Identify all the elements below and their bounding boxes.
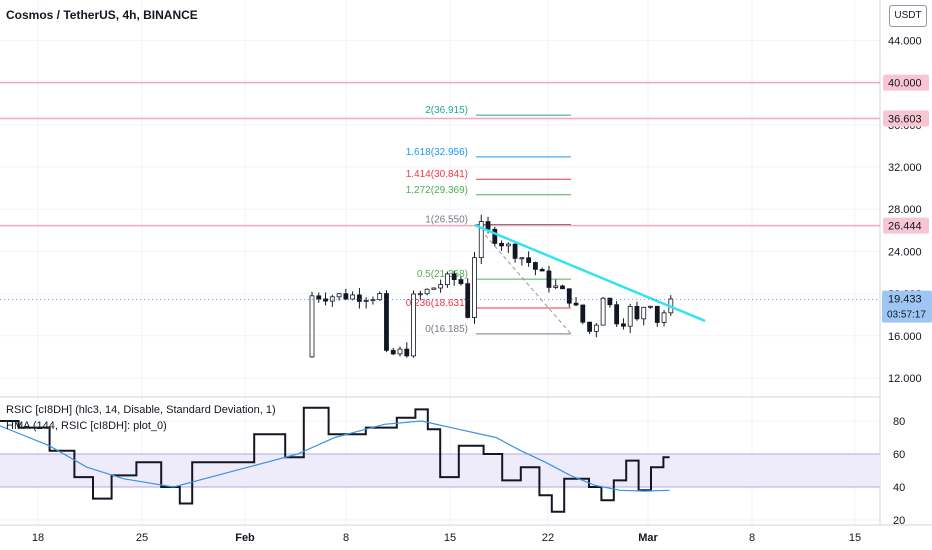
time-tick-label: 18 <box>32 532 44 544</box>
candle-body <box>505 243 511 247</box>
time-tick-label: 8 <box>343 532 349 544</box>
candle-body <box>533 262 538 270</box>
candle-body <box>465 283 471 318</box>
level-badge <box>883 74 929 91</box>
candle-body <box>587 321 592 332</box>
candle-body <box>546 270 552 288</box>
fib-level-label: 0.5(21.368) <box>417 269 468 280</box>
candle-body <box>377 293 383 301</box>
fib-level-label: 1.272(29.369) <box>406 185 468 196</box>
candle-body <box>411 293 416 357</box>
currency-button[interactable]: USDT <box>889 5 927 27</box>
time-tick-label: 22 <box>542 532 554 544</box>
candle-body <box>390 349 396 355</box>
candle-body <box>499 242 504 247</box>
candle-body <box>654 305 660 323</box>
fib-level-label: 0(16.185) <box>425 324 468 335</box>
candle-body <box>485 221 491 230</box>
candle-body <box>438 284 444 289</box>
candle-body <box>512 243 518 259</box>
candle-body <box>573 302 579 306</box>
price-tick-label: 16.000 <box>888 331 922 343</box>
rsi-tick-label: 20 <box>893 515 905 527</box>
candles-group <box>309 214 674 358</box>
fib-level-label: 1(26.550) <box>425 214 468 225</box>
candle-body <box>397 348 403 355</box>
candle-body <box>553 285 559 288</box>
candle-body <box>350 294 356 300</box>
candle-body <box>492 228 498 244</box>
time-tick-label: 15 <box>849 532 861 544</box>
level-badge-label: 40.000 <box>888 78 922 90</box>
candle-body <box>627 306 633 327</box>
candle-body <box>614 304 620 325</box>
fib-level-label: 1.618(32.956) <box>406 147 468 158</box>
candle-body <box>343 293 349 300</box>
candle-body <box>641 306 647 320</box>
trendline <box>473 223 706 323</box>
time-tick-label: Mar <box>638 532 658 544</box>
fib-level-label: 2(36.915) <box>425 105 468 116</box>
rsic-indicator-label[interactable]: RSIC [cI8DH] (hlc3, 14, Disable, Standar… <box>6 404 276 416</box>
rsi-tick-label: 80 <box>893 416 905 428</box>
time-tick-label: 25 <box>136 532 148 544</box>
price-tick-label: 32.000 <box>888 162 922 174</box>
candle-body <box>451 273 457 280</box>
price-tick-label: 12.000 <box>888 373 922 385</box>
candle-body <box>539 268 545 272</box>
rsi-line <box>0 406 670 513</box>
candle-body <box>661 312 667 323</box>
candle-body <box>566 288 572 304</box>
rsi-tick-label: 40 <box>893 482 905 494</box>
price-tick-label: 44.000 <box>888 35 922 47</box>
candle-body <box>648 305 653 308</box>
fib-level-label: 0.236(18.631) <box>406 298 468 309</box>
candle-body <box>356 294 362 302</box>
candle-body <box>478 221 484 259</box>
candle-body <box>526 257 532 263</box>
candle-body <box>560 285 565 290</box>
level-badge-label: 36.603 <box>888 113 922 125</box>
fib-trend-diagonal <box>475 224 572 335</box>
candle-body <box>404 348 410 357</box>
price-tick-label: 28.000 <box>888 204 922 216</box>
candle-body <box>607 297 613 306</box>
candle-body <box>600 297 606 326</box>
candle-body <box>336 293 342 298</box>
candle-body <box>316 295 322 300</box>
candle-body <box>363 300 369 302</box>
hma-indicator-label[interactable]: HMA (144, RSIC [cI8DH]: plot_0) <box>6 420 167 432</box>
countdown-label: 03:57:17 <box>887 310 926 321</box>
candle-body <box>431 287 437 290</box>
price-tick-label: 24.000 <box>888 246 922 258</box>
candle-body <box>458 279 464 285</box>
candle-body <box>323 298 328 302</box>
level-badge-label: 26.444 <box>888 221 922 233</box>
candle-body <box>444 273 450 286</box>
candle-body <box>634 306 640 320</box>
level-badge <box>883 110 929 127</box>
rsi-tick-label: 60 <box>893 449 905 461</box>
chart-title: Cosmos / TetherUS, 4h, BINANCE <box>6 8 198 22</box>
candle-body <box>593 324 599 332</box>
candle-body <box>580 304 586 323</box>
candle-body <box>309 295 315 358</box>
candle-body <box>417 293 423 296</box>
fib-level-label: 1.414(30.841) <box>406 169 468 180</box>
candle-body <box>424 288 430 295</box>
hma-line <box>0 420 670 492</box>
last-price-badge <box>882 290 932 323</box>
candle-body <box>519 257 525 260</box>
candle-body <box>621 323 626 327</box>
candle-body <box>472 257 477 318</box>
time-tick-label: Feb <box>235 532 255 544</box>
time-tick-label: 15 <box>444 532 456 544</box>
last-price-label: 19.433 <box>888 294 922 306</box>
time-tick-label: 8 <box>749 532 755 544</box>
candle-body <box>384 293 389 351</box>
level-badge <box>883 217 929 234</box>
candle-body <box>329 296 335 302</box>
